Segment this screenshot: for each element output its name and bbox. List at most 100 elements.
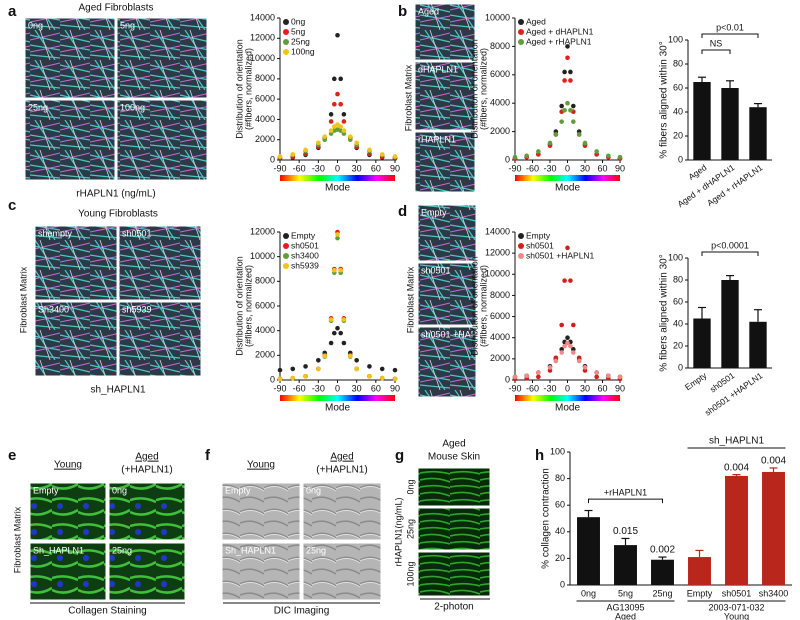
image-tile — [221, 482, 301, 541]
image-tile — [29, 542, 107, 601]
legend-label: 25ng — [291, 36, 310, 46]
x-tick-label: -90 — [273, 383, 286, 393]
data-point — [582, 365, 588, 370]
y-tick-label: 4000 — [255, 325, 275, 335]
data-point — [565, 44, 570, 49]
data-point — [328, 128, 334, 133]
data-point — [322, 353, 328, 359]
image-label: 25ng — [306, 545, 326, 555]
data-point — [594, 149, 599, 154]
data-point — [553, 132, 559, 137]
data-point — [571, 322, 576, 328]
x-tick-label: 0 — [565, 163, 570, 173]
x-tick-label: sh0501 — [722, 588, 752, 598]
data-point — [338, 124, 343, 129]
data-point — [290, 375, 296, 381]
image-label: Empty — [33, 485, 59, 495]
data-point — [594, 374, 599, 380]
y-tick-label: 0 — [505, 374, 510, 384]
bar — [577, 517, 600, 585]
x-tick-label: 30 — [580, 383, 590, 393]
legend-marker — [283, 243, 289, 249]
side-label: Fibroblast Matrix — [403, 64, 413, 131]
data-point — [594, 370, 599, 375]
side-label: Fibroblast Matrix — [405, 266, 415, 333]
data-point — [565, 55, 570, 61]
x-tick-label: -60 — [293, 163, 306, 173]
panel-title: Aged Fibroblasts — [78, 3, 153, 14]
y-tick-label: 6000 — [490, 311, 510, 321]
x-tick-label: -90 — [508, 383, 521, 393]
image-label: sh5939 — [122, 304, 152, 314]
y-tick-label: 4000 — [490, 332, 510, 342]
image-label: dHAPLN1 — [418, 64, 458, 74]
panel-letter: a — [8, 3, 17, 20]
data-point — [303, 147, 308, 153]
y-axis-label: Distribution of orientation — [234, 39, 244, 139]
x-tick-label: -30 — [312, 383, 325, 393]
legend-marker — [283, 49, 289, 55]
x-tick-label: Empty — [687, 588, 713, 598]
data-point — [565, 100, 570, 106]
data-point — [347, 134, 353, 139]
data-point — [571, 347, 576, 352]
legend-marker — [518, 253, 524, 259]
legend-label: 5ng — [291, 26, 305, 36]
side-label: Fibroblast Matrix — [12, 506, 22, 573]
image-label: 100ng — [405, 561, 415, 586]
image-tile — [118, 225, 202, 301]
bar — [693, 318, 711, 368]
color-bar — [515, 175, 620, 181]
legend-label: Aged — [526, 16, 546, 26]
image-label: 25ng — [405, 519, 415, 539]
image-label: 0ng — [28, 20, 43, 30]
y-tick-label: 12000 — [250, 226, 275, 236]
legend-marker — [283, 19, 289, 25]
panel-letter: b — [398, 3, 407, 20]
y-tick-label: 2000 — [255, 134, 275, 144]
legend-label: sh3400 — [291, 250, 319, 260]
significance-bracket — [701, 33, 759, 38]
data-point — [568, 278, 573, 283]
bar — [688, 557, 711, 585]
legend-marker — [518, 39, 524, 45]
data-point — [617, 374, 623, 380]
y-tick-label: 40 — [673, 106, 683, 116]
legend-marker — [283, 263, 289, 269]
y-tick-label: 60 — [555, 500, 565, 510]
legend-marker — [518, 243, 524, 249]
annotation: p<0.0001 — [711, 240, 749, 250]
p-value: 0.004 — [761, 456, 786, 467]
bar — [721, 88, 739, 160]
image-label: 25ng — [28, 102, 48, 112]
panel-letter: e — [8, 447, 16, 464]
image-label: Sh_HAPLN1 — [33, 545, 84, 555]
y-tick-label: 0 — [270, 154, 275, 164]
group-label: 2003-071-032 — [708, 602, 764, 612]
data-point — [341, 128, 347, 133]
panel-letter: c — [8, 197, 16, 214]
bar — [721, 280, 739, 368]
data-point — [347, 353, 353, 359]
y-tick-label: 8000 — [255, 73, 275, 83]
panel-caption: rHAPLN1 (ng/mL) — [76, 189, 155, 200]
data-point — [354, 366, 359, 372]
legend-label: Aged + dHAPLN1 — [526, 26, 594, 36]
image-tile — [417, 507, 491, 551]
data-point — [582, 140, 588, 146]
data-point — [606, 373, 611, 379]
panel-caption: sh_HAPLN1 — [90, 385, 145, 396]
x-tick-label: Empty — [683, 370, 709, 392]
y-tick-label: 6000 — [490, 69, 510, 79]
image-tile — [414, 61, 476, 131]
data-point — [328, 317, 334, 322]
data-point — [547, 365, 553, 370]
side-label: rHAPLN1(ng/mL) — [393, 497, 403, 566]
panel-letter: f — [205, 447, 211, 464]
x-tick-label: 5ng — [618, 588, 633, 598]
data-point — [341, 112, 347, 117]
panel-caption: DIC Imaging — [274, 606, 330, 617]
y-tick-label: 10000 — [250, 53, 275, 63]
x-tick-label: 90 — [390, 383, 400, 393]
data-point — [547, 140, 553, 146]
